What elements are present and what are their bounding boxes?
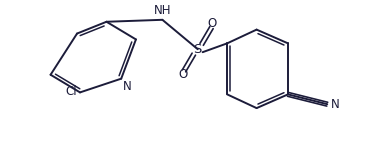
Text: O: O (208, 17, 217, 30)
Text: O: O (178, 68, 188, 81)
Text: NH: NH (154, 4, 171, 17)
Text: N: N (331, 98, 340, 111)
Text: N: N (123, 80, 132, 93)
Text: S: S (194, 43, 202, 56)
Text: Cl: Cl (66, 85, 77, 98)
